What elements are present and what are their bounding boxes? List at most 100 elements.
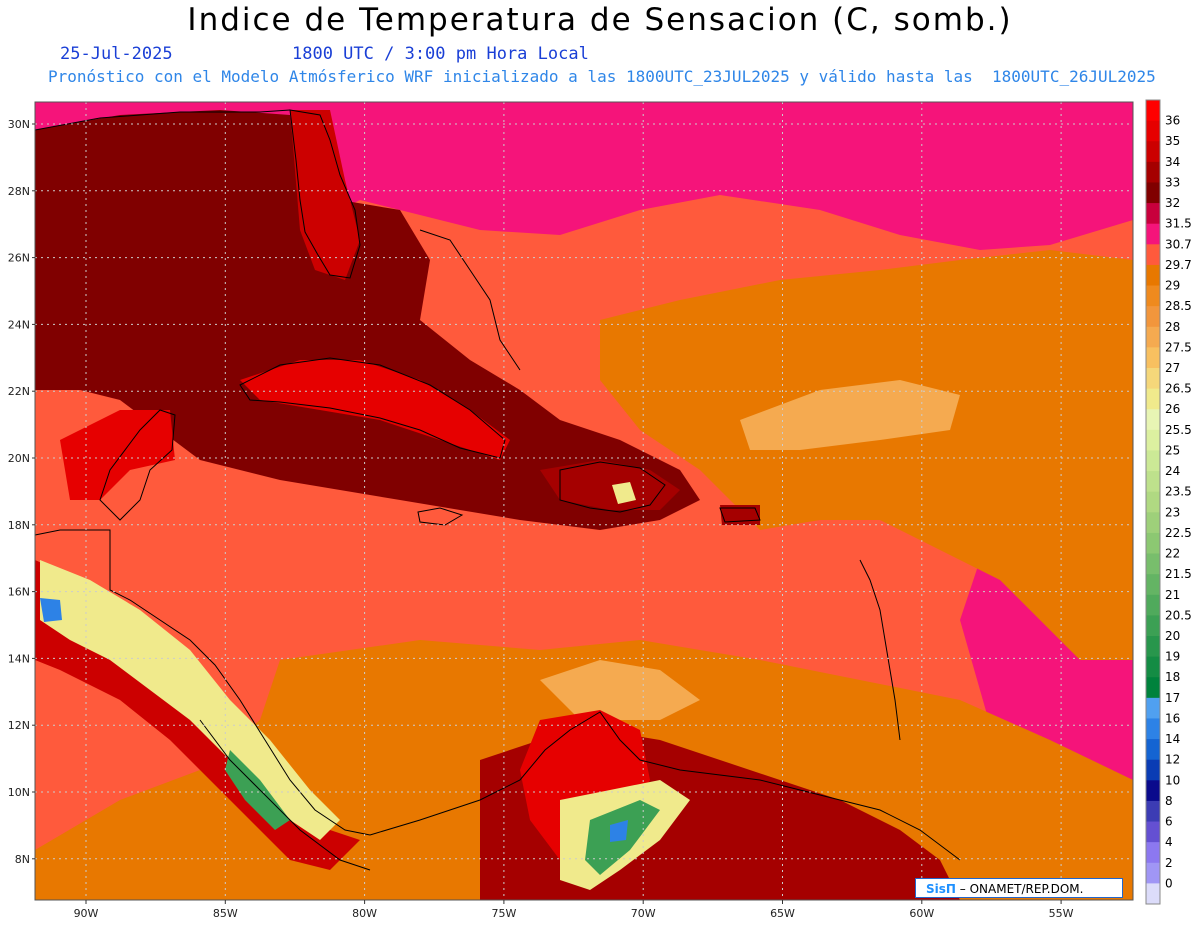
lat-label: 18N: [8, 519, 30, 532]
colorbar-label: 28: [1165, 320, 1180, 334]
colorbar-swatch: [1146, 100, 1160, 122]
coastline-hispaniola: [559, 461, 666, 513]
colorbar-swatch: [1146, 759, 1160, 781]
colorbar-swatch: [1146, 409, 1160, 431]
colorbar-swatch: [1146, 780, 1160, 802]
colorbar-swatch: [1146, 718, 1160, 740]
lat-label: 28N: [8, 185, 30, 198]
colorbar-label: 29: [1165, 279, 1180, 293]
graticule: [35, 102, 1133, 900]
colorbar-label: 25.5: [1165, 423, 1192, 437]
latitude-labels: 30N 28N 26N 24N 22N 20N 18N 16N 14N 12N 10N 8N: [8, 118, 35, 866]
colorbar-label: 21: [1165, 588, 1180, 602]
colorbar-swatch: [1146, 141, 1160, 163]
colorbar-swatch: [1146, 429, 1160, 451]
lat-label: 14N: [8, 652, 30, 665]
forecast-date: 25-Jul-2025: [60, 44, 173, 64]
lon-label: 90W: [74, 907, 99, 920]
colorbar: 363534333231.530.729.72928.52827.52726.5…: [1145, 99, 1192, 905]
colorbar-swatch: [1146, 821, 1160, 843]
colorbar-swatch: [1146, 264, 1160, 287]
credit-text: – ONAMET/REP.DOM.: [955, 882, 1084, 896]
pale-region-central-america: [40, 560, 340, 840]
credit-box: SisΠ – ONAMET/REP.DOM.: [915, 878, 1123, 898]
colorbar-label: 16: [1165, 711, 1180, 725]
coastline-yucatan: [99, 409, 176, 521]
lat-label: 22N: [8, 385, 30, 398]
colorbar-label: 8: [1165, 794, 1173, 808]
map-field: [35, 102, 1133, 900]
lon-label: 60W: [909, 907, 934, 920]
model-info: Pronóstico con el Modelo Atmósferico WRF…: [48, 67, 1156, 86]
coastline-bahamas: [419, 229, 521, 371]
lat-label: 12N: [8, 719, 30, 732]
colorbar-label: 29.7: [1165, 258, 1192, 272]
colorbar-swatch: [1146, 862, 1160, 884]
colorbar-swatch: [1146, 471, 1160, 493]
colorbar-swatch: [1146, 306, 1160, 328]
colorbar-label: 4: [1165, 835, 1173, 849]
red-region-florida: [290, 110, 360, 280]
colorbar-swatch: [1146, 594, 1160, 616]
green-region-central-america: [225, 750, 290, 830]
colorbar-swatch: [1146, 368, 1160, 390]
lat-label: 16N: [8, 586, 30, 599]
colorbar-label: 27.5: [1165, 340, 1192, 354]
lon-label: 75W: [491, 907, 516, 920]
colorbar-label: 2: [1165, 856, 1173, 870]
blue-spot-honduras: [40, 598, 62, 622]
lat-label: 24N: [8, 318, 30, 331]
forecast-time: 1800 UTC / 3:00 pm Hora Local: [292, 44, 589, 64]
colorbar-label: 27: [1165, 361, 1180, 375]
colorbar-swatch: [1146, 553, 1160, 575]
lon-label: 65W: [770, 907, 795, 920]
colorbar-swatch: [1146, 450, 1160, 472]
colorbar-swatch: [1146, 182, 1160, 204]
colorbar-swatch: [1146, 677, 1160, 699]
darkred-region-east-gulf: [340, 200, 430, 320]
colorbar-swatch: [1146, 244, 1160, 266]
credit-brand: SisΠ: [926, 882, 956, 896]
colorbar-label: 34: [1165, 155, 1180, 169]
light-orange-patch: [740, 380, 960, 450]
coastline-jamaica: [417, 507, 464, 526]
colorbar-swatch: [1146, 203, 1160, 225]
darkred-spot-puertorico: [720, 505, 760, 525]
lon-label: 80W: [352, 907, 377, 920]
colorbar-swatch: [1146, 491, 1160, 513]
colorbar-label: 23.5: [1165, 485, 1192, 499]
lat-label: 10N: [8, 786, 30, 799]
colorbar-label: 33: [1165, 175, 1180, 189]
colorbar-label: 17: [1165, 691, 1180, 705]
colorbar-label: 12: [1165, 753, 1180, 767]
coastline-central-america-south: [199, 719, 371, 871]
colorbar-label: 22.5: [1165, 526, 1192, 540]
colorbar-label: 31.5: [1165, 217, 1192, 231]
coastline-gulf: [35, 109, 291, 131]
colorbar-label: 24: [1165, 464, 1180, 478]
map-frame: [34, 101, 1134, 901]
red-region-cuba: [240, 360, 510, 460]
colorbar-swatch: [1146, 512, 1160, 534]
coastlines: [35, 109, 961, 871]
colorbar-frame: [1145, 99, 1161, 905]
lat-label: 26N: [8, 252, 30, 265]
colorbar-label: 26: [1165, 402, 1180, 416]
colorbar-label: 6: [1165, 815, 1173, 829]
colorbar-swatch: [1146, 161, 1160, 183]
colorbar-label: 22: [1165, 547, 1180, 561]
colorbar-label: 30.7: [1165, 237, 1192, 251]
colorbar-label: 0: [1165, 876, 1173, 890]
colorbar-label: 19: [1165, 650, 1180, 664]
pale-spot-hispaniola: [612, 482, 636, 504]
lon-label: 70W: [631, 907, 656, 920]
colorbar-swatch: [1146, 326, 1160, 348]
colorbar-swatch: [1146, 223, 1160, 245]
colorbar-swatch: [1146, 697, 1160, 719]
lat-label: 30N: [8, 118, 30, 131]
colorbar-swatch: [1146, 388, 1160, 410]
coastline-cuba: [239, 357, 506, 459]
darkred-region-gulf: [35, 110, 700, 530]
colorbar-label: 36: [1165, 114, 1180, 128]
